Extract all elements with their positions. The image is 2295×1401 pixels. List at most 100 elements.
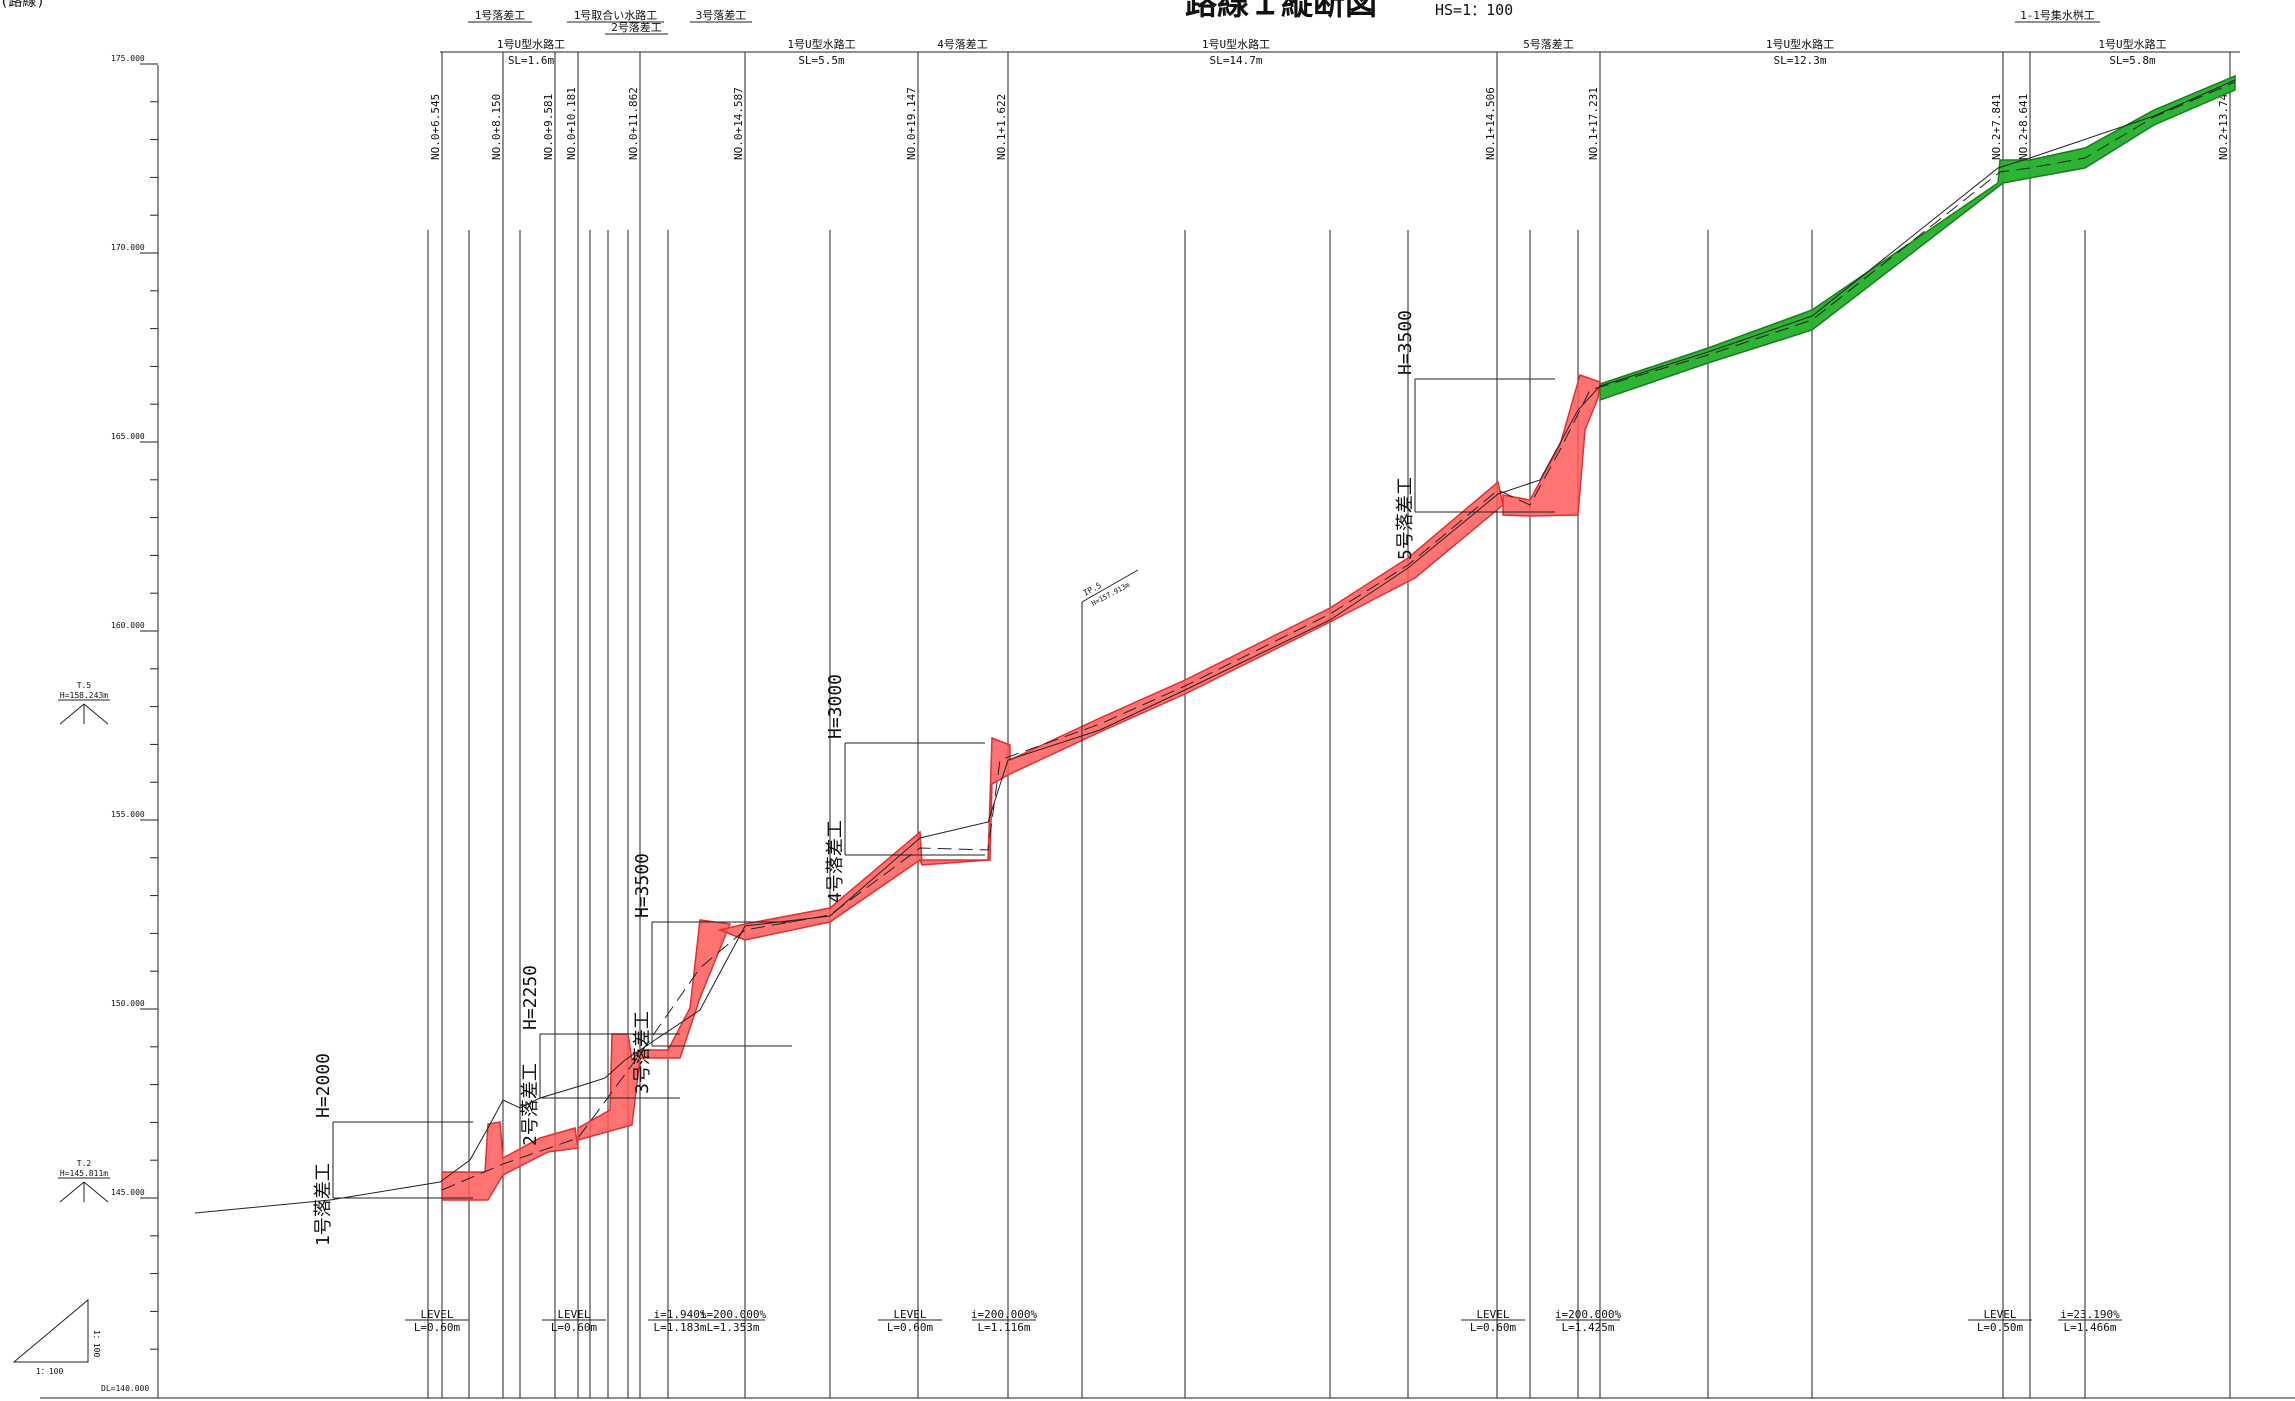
green-channel-sections <box>1599 74 2236 402</box>
note-line2: L=1.183m <box>654 1321 707 1334</box>
red-section-2 <box>577 919 732 1141</box>
note-line2: L=1.466m <box>2064 1321 2117 1334</box>
slope-notes: LEVELL=0.60mLEVELL=0.60mi=1.940%L=1.183m… <box>405 1308 2122 1334</box>
elevation-label: 175.000 <box>111 54 145 63</box>
green-section <box>1599 74 2236 402</box>
channel-centerline <box>441 81 2236 1191</box>
structure-length: SL=5.5m <box>798 54 845 67</box>
drop-height: H=3500 <box>1395 310 1416 375</box>
note-line1: i=23.190% <box>2060 1308 2120 1321</box>
station-label: NO.0+9.581 <box>542 94 555 160</box>
note-line1: LEVEL <box>893 1308 926 1321</box>
note-line2: L=1.353m <box>707 1321 760 1334</box>
elevation-label: 170.000 <box>111 243 145 252</box>
note-line2: L=1.425m <box>1562 1321 1615 1334</box>
station-label: NO.0+14.587 <box>732 87 745 160</box>
structure-length: SL=5.8m <box>2109 54 2156 67</box>
tp-markers: T.2H=145.811m T.5H=158.243m <box>58 681 110 1203</box>
tp-height: H=158.243m <box>60 691 108 700</box>
drawing-scale: HS=1：100 <box>1435 1 1513 19</box>
drop-height: H=3500 <box>632 853 653 918</box>
elevation-axis: 175.000 170.000 165.000 160.000 155.000 150.0… <box>111 54 159 1398</box>
scale-vertical-label: 1：100 <box>92 1330 101 1357</box>
note-line2: L=0.60m <box>887 1321 934 1334</box>
note-line1: i=200.000% <box>700 1308 767 1321</box>
station-label: NO.1+14.506 <box>1484 87 1497 160</box>
structure-label: 1号U型水路工 <box>1202 37 1270 51</box>
tp-arrow <box>83 703 109 725</box>
tp-name: T.2 <box>77 1159 92 1168</box>
structure-length: SL=14.7m <box>1210 54 1263 67</box>
structure-label: 1号U型水路工 <box>1766 37 1834 51</box>
station-lines: NO.0+6.545 NO.0+8.150 NO.0+9.581 NO.0+10.18… <box>427 52 2231 1398</box>
elevation-label: 150.000 <box>111 999 145 1008</box>
structure-label: 4号落差工 <box>937 37 988 51</box>
note-line2: L=0.60m <box>414 1321 461 1334</box>
station-label: NO.0+10.181 <box>565 87 578 160</box>
drop-name: 4号落差工 <box>825 820 846 903</box>
red-section-3 <box>717 830 923 941</box>
note-line1: LEVEL <box>1983 1308 2016 1321</box>
ip-marker: IP.5 H=157.913m <box>1081 569 1139 1398</box>
structure-label: 1-1号集水桝工 <box>2020 8 2095 22</box>
note-line1: LEVEL <box>420 1308 453 1321</box>
datum-label: DL=140.000 <box>101 1384 149 1393</box>
tp-height: H=145.811m <box>60 1169 108 1178</box>
station-label: NO.2+7.841 <box>1990 94 2003 160</box>
station-label: NO.1+17.231 <box>1587 87 1600 160</box>
tp-arrow <box>59 703 85 725</box>
note-line2: L=0.60m <box>551 1321 598 1334</box>
tp-arrow <box>59 1181 85 1203</box>
note-line1: LEVEL <box>557 1308 590 1321</box>
elevation-label: 160.000 <box>111 621 145 630</box>
note-line1: i=1.940% <box>654 1308 707 1321</box>
corner-label: (路線) <box>0 0 45 10</box>
drop-structures: H=2000 1号落差工 H=2250 2号落差工 H=3500 3号落差工 H=3000 4… <box>313 310 1555 1246</box>
structure-label: 5号落差工 <box>1523 37 1574 51</box>
station-label: NO.0+8.150 <box>490 94 503 160</box>
drop-height: H=2250 <box>520 965 541 1030</box>
station-label: NO.2+8.641 <box>2017 94 2030 160</box>
station-label: NO.2+13.747 <box>2217 87 2230 160</box>
station-label: NO.0+11.862 <box>627 87 640 160</box>
structure-label: 1号落差工 <box>475 8 526 22</box>
drop-name: 1号落差工 <box>313 1163 334 1246</box>
elevation-label: 145.000 <box>111 1188 145 1197</box>
drop-name: 5号落差工 <box>1395 477 1416 560</box>
tp-name: T.5 <box>77 681 92 690</box>
drop-height: H=3000 <box>825 674 846 739</box>
note-line1: LEVEL <box>1476 1308 1509 1321</box>
station-label: NO.0+19.147 <box>905 87 918 160</box>
structure-label: 1号取合い水路工 <box>574 8 658 22</box>
note-line2: L=0.50m <box>1977 1321 2024 1334</box>
drawing-title: 路線１縦断図 <box>1185 0 1377 22</box>
structure-label: 1号U型水路工 <box>787 37 855 51</box>
structure-length: SL=12.3m <box>1774 54 1827 67</box>
note-line1: i=200.000% <box>971 1308 1038 1321</box>
note-line2: L=0.60m <box>1470 1321 1517 1334</box>
drop-name: 2号落差工 <box>520 1063 541 1146</box>
tp-arrow <box>83 1181 109 1203</box>
red-section-4 <box>918 480 1504 866</box>
note-line2: L=1.116m <box>978 1321 1031 1334</box>
structure-length: SL=1.6m <box>508 54 555 67</box>
structure-label: 3号落差工 <box>696 8 747 22</box>
red-section-5 <box>1502 374 1601 517</box>
structure-label: 1号U型水路工 <box>497 37 565 51</box>
station-label: NO.1+1.622 <box>995 94 1008 160</box>
structure-label: 2号落差工 <box>611 20 662 34</box>
station-label: NO.0+6.545 <box>429 94 442 160</box>
elevation-label: 155.000 <box>111 810 145 819</box>
red-channel-sections <box>441 374 1601 1201</box>
elevation-label: 165.000 <box>111 432 145 441</box>
note-line1: i=200.000% <box>1555 1308 1622 1321</box>
structure-label: 1号U型水路工 <box>2098 37 2166 51</box>
scale-horizontal-label: 1：100 <box>36 1367 63 1376</box>
red-section-1 <box>441 1121 579 1201</box>
ground-profile-line <box>194 79 2236 1214</box>
drop-name: 3号落差工 <box>632 1011 653 1094</box>
scale-triangle: 1：100 1：100 <box>12 1298 101 1376</box>
drop-height: H=2000 <box>313 1053 334 1118</box>
